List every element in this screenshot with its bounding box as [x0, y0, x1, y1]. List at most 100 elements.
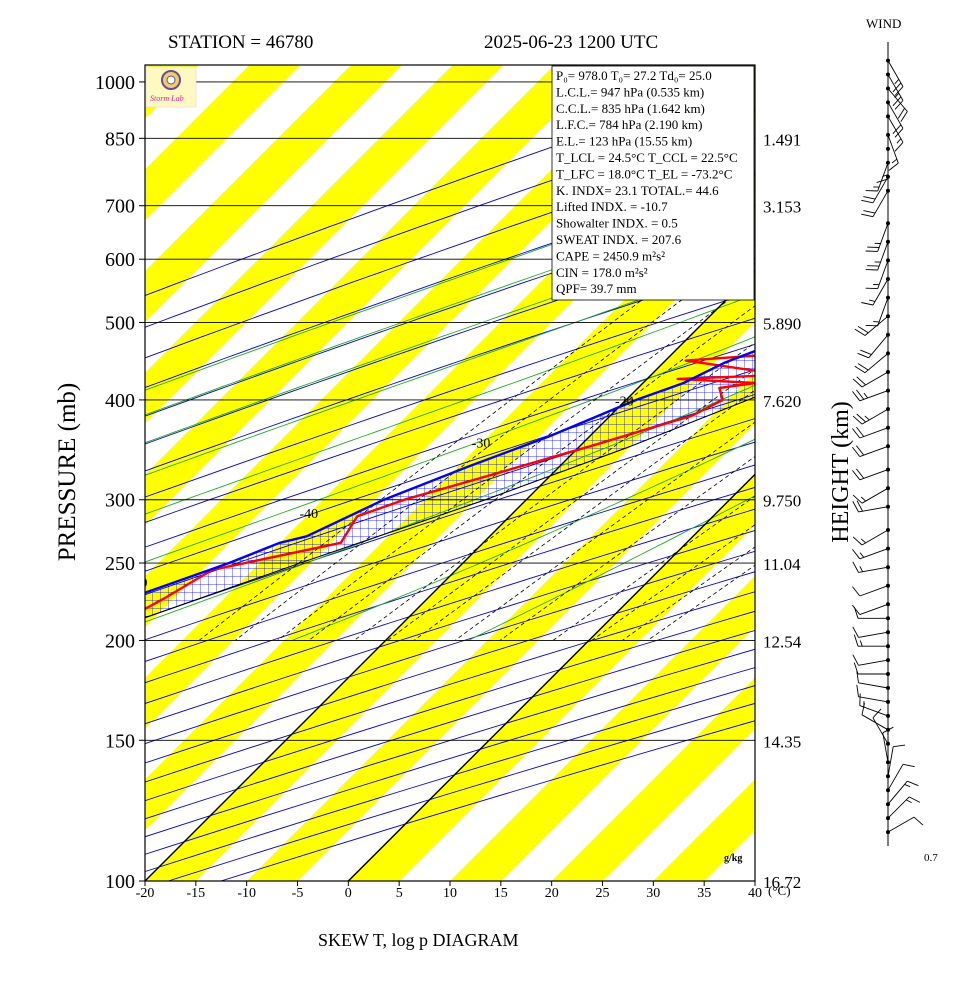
wind-barb-flag [856, 413, 866, 423]
wind-barb-flag [854, 328, 866, 336]
wind-barb-staff [887, 796, 910, 819]
isotherm-band [145, 65, 301, 221]
wind-barb [852, 546, 890, 560]
dry-adiabat [145, 205, 755, 417]
height-tick-label: 3.153 [763, 198, 801, 217]
wind-barb-flag [857, 352, 869, 359]
wind-barb-flag [852, 604, 861, 615]
wind-barb [852, 486, 890, 504]
wind-barb [886, 763, 915, 793]
wind-barb-staff [887, 746, 894, 777]
x-tick-label: 10 [443, 886, 457, 901]
wind-barb-flag [864, 415, 870, 421]
wind-barb-flag [856, 445, 865, 456]
wind-barb-staff [877, 162, 889, 192]
datetime-label: 2025-06-23 1200 UTC [484, 32, 658, 53]
wind-barb-flag [913, 816, 924, 826]
height-tick-label: 11.04 [763, 555, 801, 574]
dry-adiabat [145, 418, 755, 619]
pressure-tick-label: 200 [105, 631, 135, 653]
wind-barb-flag [852, 561, 859, 573]
isotherm-band [145, 65, 606, 526]
isotherm-label: -50 [129, 576, 148, 591]
wind-barb-flag [853, 662, 859, 675]
wind-barb-staff [868, 334, 889, 359]
wind-barb [852, 370, 890, 388]
isotherm-band [551, 677, 755, 881]
isotherm-band [145, 65, 402, 322]
wind-barb-flag [900, 111, 908, 122]
isotherm-band [0, 65, 97, 881]
wind-barb-flag [852, 501, 859, 513]
wind-barb-flag [888, 162, 899, 171]
wind-barb [852, 500, 890, 513]
pressure-tick-label: 1000 [95, 72, 135, 94]
pressure-tick-label: 250 [105, 553, 135, 575]
isotherm-label: -20 [615, 395, 634, 410]
wind-barb-staff [859, 603, 889, 616]
plot-area: -90-80-7060-50-40-30-20-100102030 [0, 65, 755, 881]
index-line: K. INDX= 23.1 TOTAL.= 44.6 [556, 183, 719, 198]
wind-barb-flag [894, 128, 904, 138]
pressure-tick-label: 100 [105, 871, 135, 893]
wind-barb-flag [852, 378, 863, 388]
height-tick-label: 7.620 [763, 392, 801, 411]
wind-barb-staff [858, 506, 889, 513]
x-tick-label: -15 [186, 886, 205, 901]
height-axis: 16.72 14.35 12.54 11.04 9.750 7.620 5.890 3.153… [763, 130, 802, 892]
wind-barb-flag [861, 199, 874, 204]
wind-barb [865, 295, 890, 327]
x-tick-label: 20 [545, 886, 559, 901]
pressure-tick-label: 300 [105, 490, 135, 512]
isotherm-band [450, 576, 755, 881]
wind-barb-staff [887, 134, 899, 164]
index-line: E.L.= 123 hPa (15.55 km) [556, 134, 692, 149]
wind-barb-staff [882, 732, 889, 763]
wind-barb-flag [852, 536, 863, 546]
wind-barb-flag [852, 428, 861, 439]
wind-barb [856, 684, 890, 704]
dry-adiabat [145, 486, 755, 684]
wind-barb-flag [897, 107, 905, 119]
wind-barb-staff [877, 297, 889, 326]
sounding-profiles [145, 349, 755, 619]
wind-barb [853, 634, 890, 649]
wind-barb-flag [876, 178, 889, 184]
wind-barb-flag [894, 100, 904, 110]
wind-barb [886, 100, 904, 138]
x-axis-unit: (°C) [768, 883, 791, 898]
wind-barb-staff [861, 408, 889, 425]
index-line: T_LCL = 24.5°C T_CCL = 22.5°C [556, 150, 738, 165]
height-tick-label: 5.890 [763, 315, 801, 334]
x-tick-label: 0 [345, 886, 352, 901]
wind-barb-flag [861, 213, 874, 218]
x-tick-label: 5 [396, 886, 403, 901]
wind-barb-staff [859, 427, 889, 439]
isotherm-label: -30 [472, 436, 491, 451]
wind-barb-flag [852, 626, 859, 638]
wind-barb-flag [892, 82, 902, 93]
wind-barb [861, 174, 890, 204]
wind-barb [856, 670, 890, 690]
wind-barb-staff [887, 74, 904, 101]
height-tick-label: 9.750 [763, 492, 801, 511]
wind-barb [886, 114, 904, 152]
mixing-ratio-unit: g/kg [724, 853, 742, 864]
wind-barb [853, 662, 890, 676]
dry-adiabat [145, 464, 755, 663]
moist-adiabat [291, 438, 755, 641]
wind-barb-flag [857, 326, 869, 334]
pressure-tick-label: 600 [105, 249, 135, 271]
wind-barb [853, 606, 890, 621]
x-tick-label: -20 [136, 886, 155, 901]
wind-barb [852, 425, 890, 439]
pressure-tick-label: 500 [105, 313, 135, 335]
x-tick-label: 30 [646, 886, 660, 901]
wind-barb-flag [882, 174, 889, 177]
wind-barb-flag [859, 552, 865, 558]
wind-barb-staff [872, 278, 889, 306]
pressure-tick-label: 700 [105, 196, 135, 218]
wind-barb-flag [856, 670, 859, 683]
wind-barb-flag [856, 500, 863, 512]
moist-adiabat [145, 173, 755, 391]
